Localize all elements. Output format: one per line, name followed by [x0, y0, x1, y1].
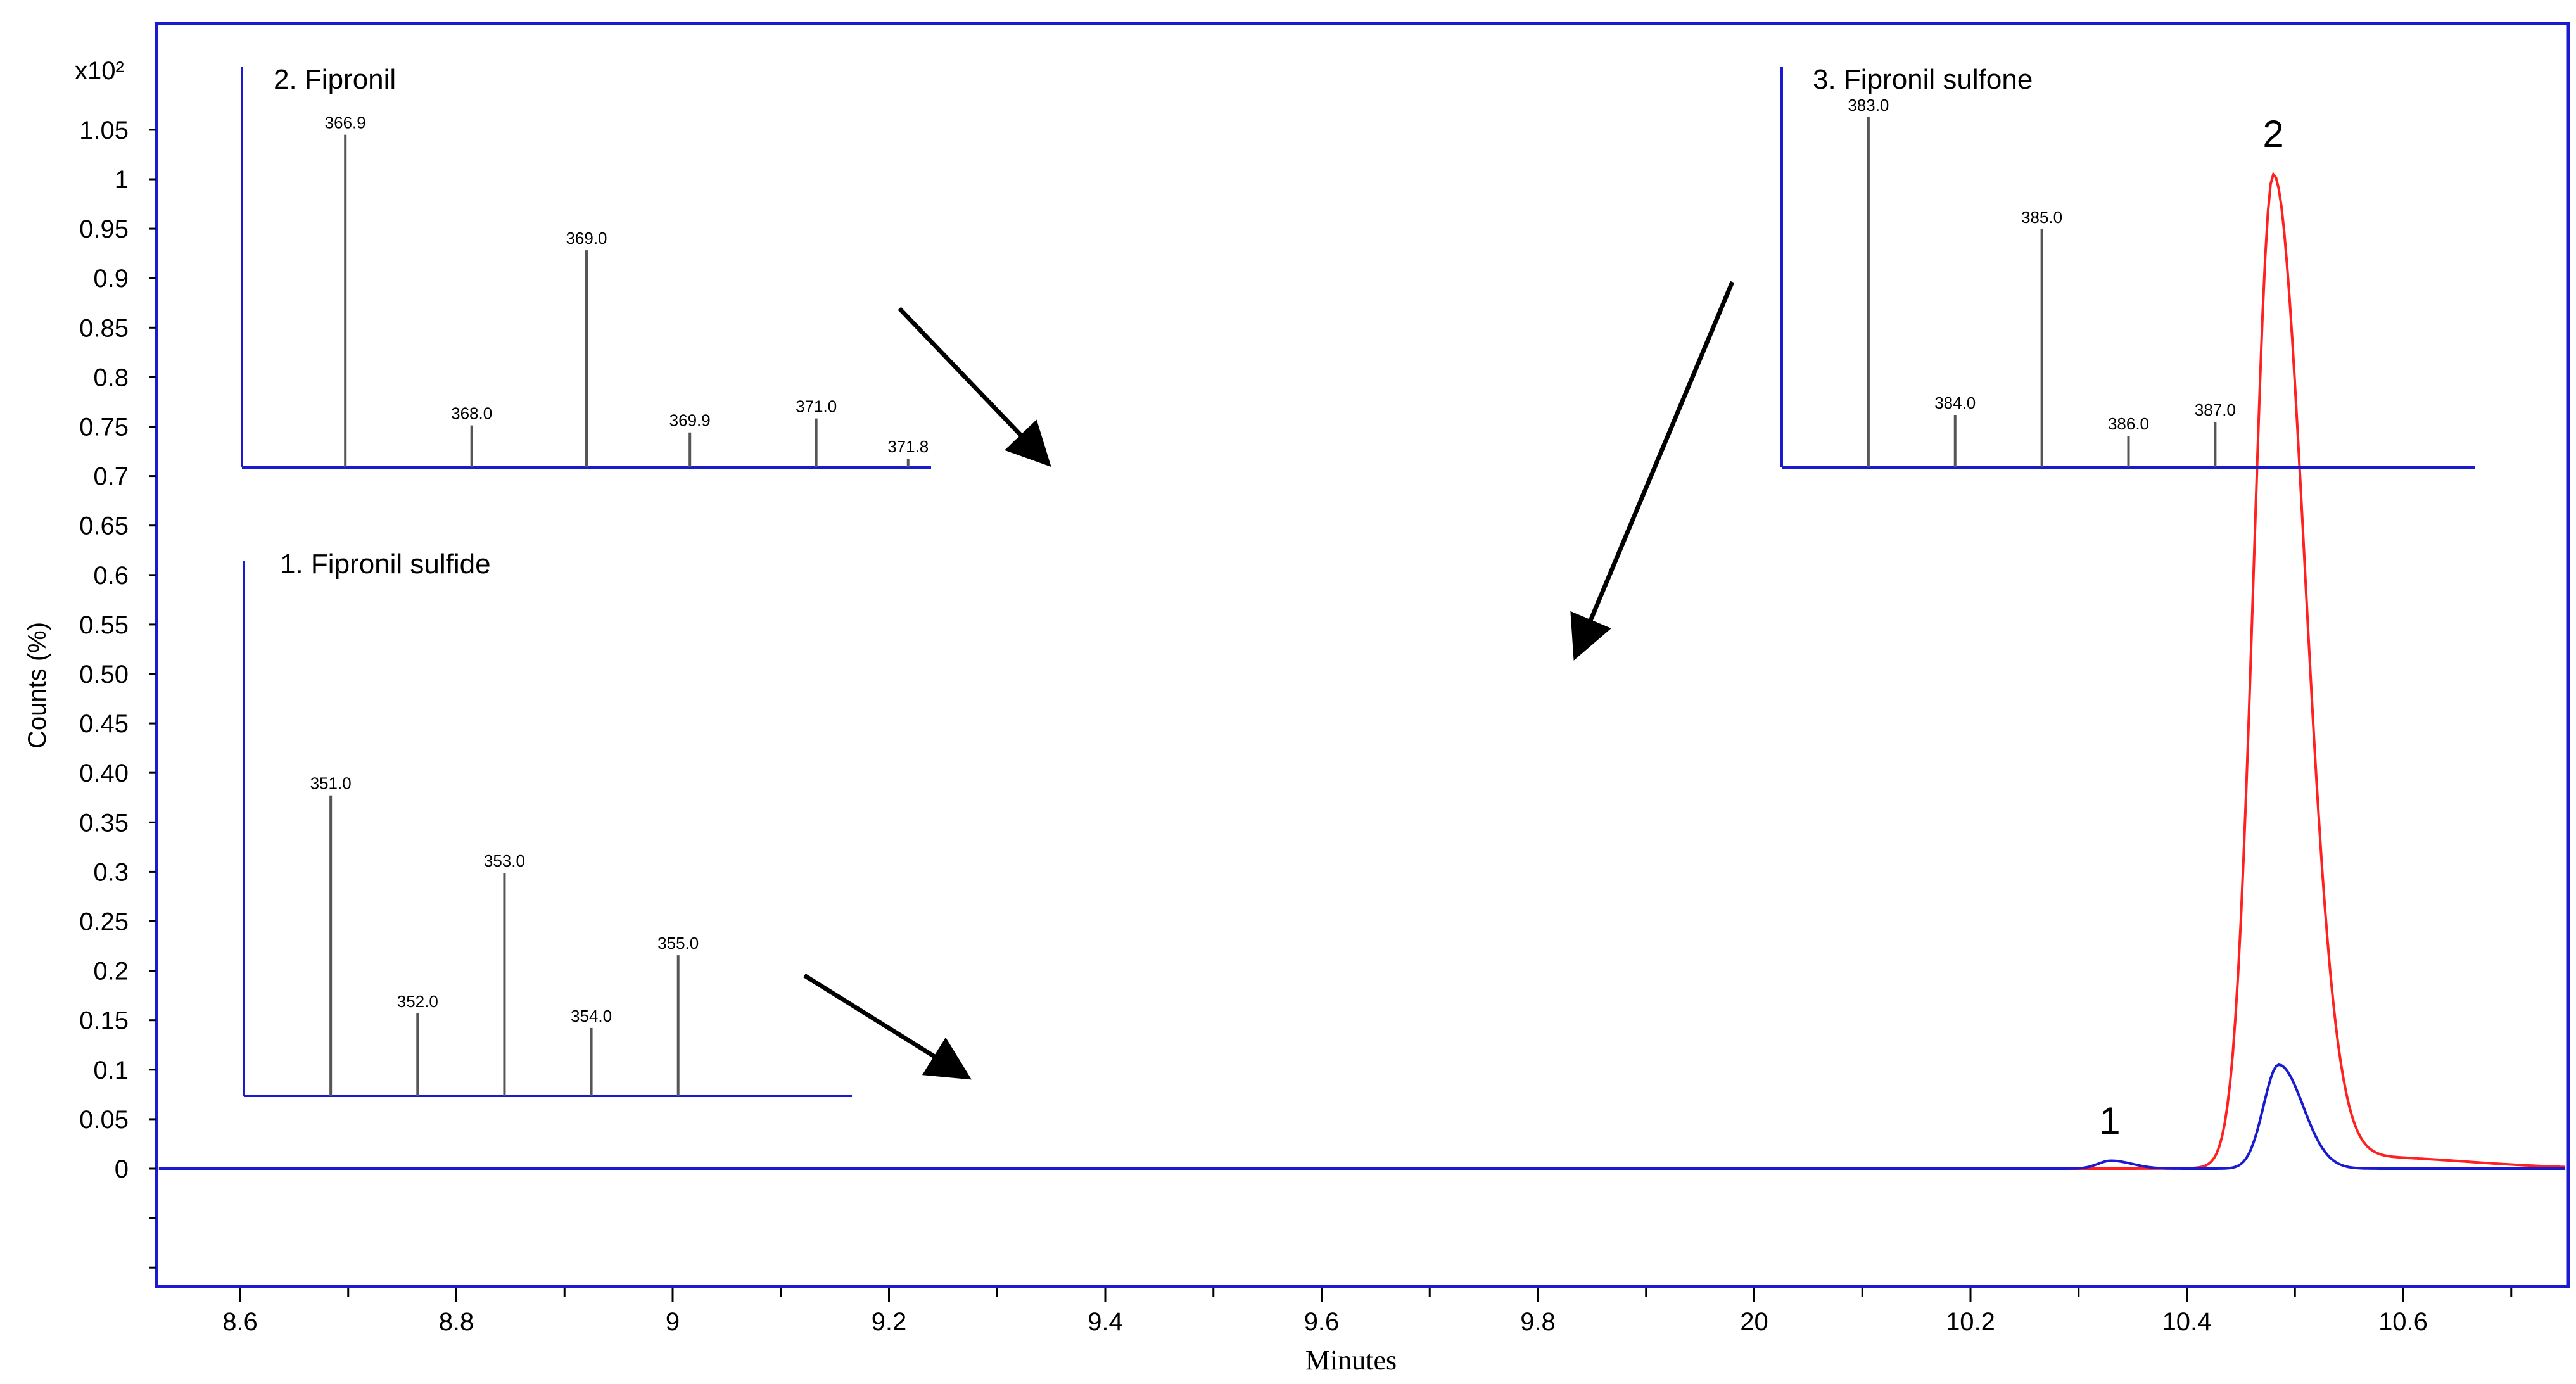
x-tick-label: 9.2 [872, 1308, 907, 1336]
x-ticks: 8.68.899.29.49.69.82010.210.410.610.8111… [222, 1288, 2513, 1336]
inset-fipronil-sulfide: 1. Fipronil sulfide 351.0 352.0 353.0 354.0 3… [243, 549, 852, 1097]
ms-peak-label: 384.0 [1934, 393, 1976, 412]
ms-peak-label: 369.9 [669, 411, 711, 430]
x-tick-label: 20 [1740, 1308, 1768, 1336]
x-tick-label: 8.6 [222, 1308, 258, 1336]
y-tick-label: 0.50 [79, 661, 129, 689]
x-tick-label: 9 [666, 1308, 680, 1336]
y-tick-label: 0.45 [79, 710, 129, 738]
y-tick-label: 0.6 [93, 562, 129, 590]
y-tick-label: 0.9 [93, 265, 129, 293]
y-tick-label: 0.05 [79, 1106, 129, 1134]
x-tick-label: 8.8 [439, 1308, 474, 1336]
y-tick-label: 0 [115, 1155, 129, 1183]
ms-insets: 2. Fipronil 366.9 368.0 369.0 369.9 371.0 371.… [241, 64, 2475, 1097]
y-tick-label: 0.65 [79, 512, 129, 540]
x-tick-label: 9.4 [1088, 1308, 1123, 1336]
y-tick-label: 0.15 [79, 1007, 129, 1035]
ms-peak-label: 368.0 [451, 404, 492, 423]
ms-peak-label: 386.0 [2108, 414, 2149, 433]
x-tick-label: 10.2 [1946, 1308, 1995, 1336]
blue-trace [158, 1063, 2566, 1170]
ms-peak-label: 383.0 [1848, 96, 1889, 115]
y-tick-label: 0.2 [93, 958, 129, 986]
y-tick-label: 0.95 [79, 215, 129, 243]
y-tick-label: 1 [115, 166, 129, 194]
ms-peak-label: 385.0 [2021, 208, 2062, 227]
y-tick-label: 0.3 [93, 858, 129, 886]
ms-peak-label: 353.0 [484, 851, 525, 870]
y-multiplier: x10² [75, 57, 124, 85]
y-tick-label: 0.8 [93, 364, 129, 391]
ms-peak-label: 366.9 [325, 113, 366, 132]
ms-peak-label: 371.8 [887, 437, 929, 456]
inset-title: 2. Fipronil [274, 64, 396, 95]
ms-peak-label: 387.0 [2195, 400, 2236, 419]
y-tick-label: 0.75 [79, 414, 129, 441]
ms-peak-label: 352.0 [397, 992, 438, 1011]
ms-peak-label: 371.0 [796, 397, 837, 416]
y-ticks: 1.05 1 0.95 0.9 0.85 0.8 0.75 0.7 0.65 0.6 0.55 0.5… [79, 117, 156, 1269]
y-tick-label: 0.7 [93, 463, 129, 491]
y-tick-label: 0.1 [93, 1057, 129, 1084]
y-axis-title: Counts (%) [23, 622, 51, 749]
y-tick-label: 0.35 [79, 809, 129, 837]
x-tick-label: 10.6 [2378, 1308, 2428, 1336]
x-tick-label: 10.4 [2162, 1308, 2212, 1336]
y-tick-label: 1.05 [79, 117, 129, 144]
ms-peak-label: 354.0 [571, 1006, 612, 1025]
inset-title: 3. Fipronil sulfone [1813, 64, 2033, 95]
x-tick-label: 9.6 [1304, 1308, 1340, 1336]
plot-frame [155, 22, 2570, 1288]
y-tick-label: 0.85 [79, 314, 129, 342]
arrow-fipronil [898, 307, 1051, 467]
arrow-fipronil-sulfide [803, 974, 972, 1080]
y-tick-label: 0.55 [79, 611, 129, 639]
traces [158, 171, 2566, 1170]
peak-labels: 123 [2099, 113, 2284, 1142]
peak-label-2: 2 [2262, 113, 2283, 155]
ms-peak-label: 351.0 [310, 774, 352, 793]
inset-title: 1. Fipronil sulfide [280, 549, 491, 580]
y-tick-label: 0.40 [79, 759, 129, 787]
red-trace [158, 171, 2566, 1170]
arrow-fipronil-sulfone [1570, 281, 1735, 661]
ms-peak-label: 369.0 [566, 229, 607, 248]
ms-peak-label: 355.0 [657, 934, 699, 953]
y-tick-label: 0.25 [79, 908, 129, 936]
peak-label-1: 1 [2099, 1100, 2120, 1142]
x-axis-title: Minutes [1305, 1345, 1397, 1376]
inset-fipronil: 2. Fipronil 366.9 368.0 369.0 369.9 371.0 371.… [241, 64, 931, 469]
x-tick-label: 9.8 [1520, 1308, 1556, 1336]
